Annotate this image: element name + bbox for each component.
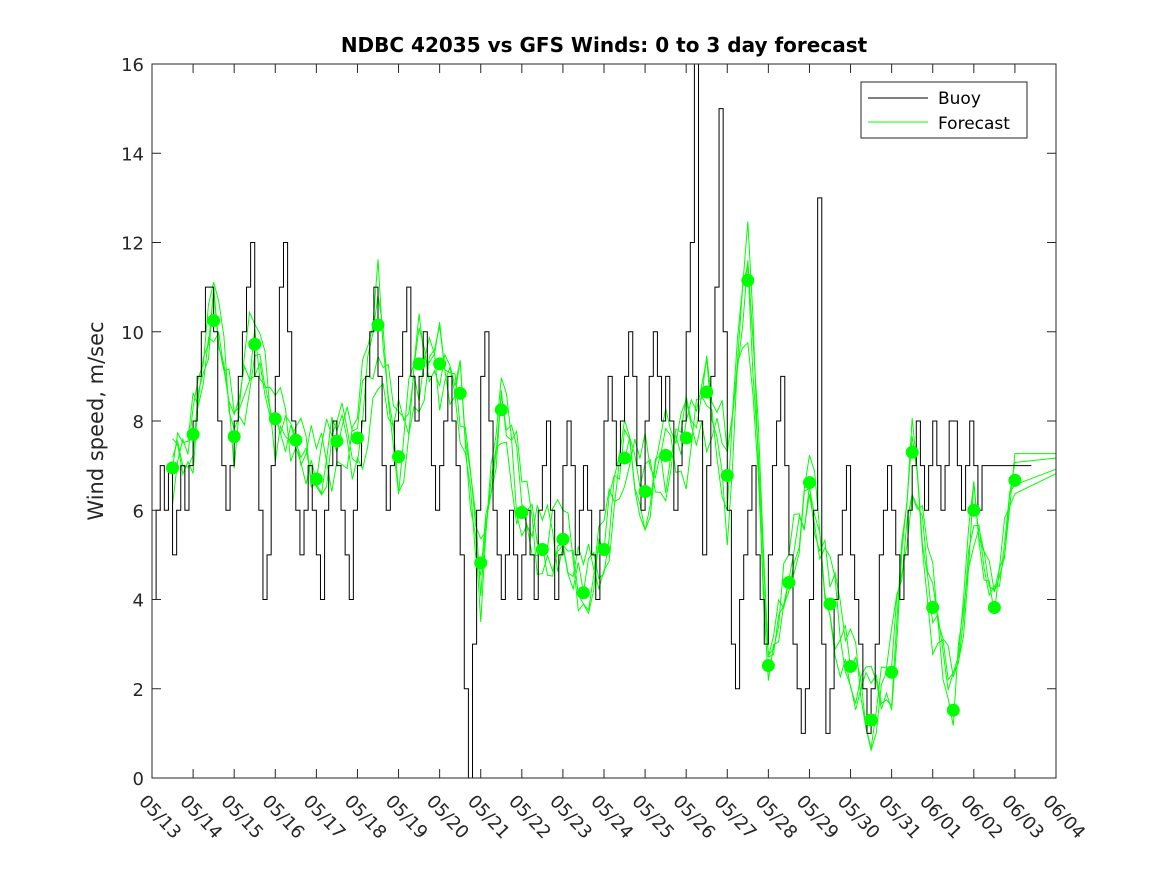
forecast-point xyxy=(987,601,1001,615)
forecast-point xyxy=(576,586,590,600)
forecast-point xyxy=(761,659,775,673)
forecast-point xyxy=(864,713,878,727)
forecast-point xyxy=(186,427,200,441)
forecast-point xyxy=(741,273,755,287)
forecast-point xyxy=(844,659,858,673)
legend-box xyxy=(860,81,1028,139)
legend: Buoy Forecast xyxy=(860,81,1028,139)
forecast-point xyxy=(556,532,570,546)
chart-title: NDBC 42035 vs GFS Winds: 0 to 3 day fore… xyxy=(341,33,868,57)
y-tick-label: 6 xyxy=(133,501,144,522)
y-ticks: 0 2 4 6 8 10 12 14 16 xyxy=(121,55,1056,790)
forecast-point xyxy=(350,431,364,445)
forecast-point xyxy=(967,503,981,517)
forecast-point xyxy=(309,472,323,486)
forecast-point xyxy=(227,430,241,444)
forecast-point xyxy=(166,461,180,475)
marker-layer xyxy=(166,273,1022,727)
y-tick-label: 0 xyxy=(133,769,144,790)
forecast-point xyxy=(535,543,549,557)
y-tick-label: 14 xyxy=(121,144,144,165)
forecast-point xyxy=(885,665,899,679)
forecast-point xyxy=(802,476,816,490)
legend-label-buoy: Buoy xyxy=(938,89,981,109)
y-tick-label: 4 xyxy=(133,591,144,612)
forecast-point xyxy=(268,412,282,426)
forecast-point xyxy=(823,597,837,611)
forecast-point xyxy=(515,505,529,519)
forecast-point xyxy=(618,451,632,465)
forecast-point xyxy=(453,386,467,400)
forecast-point xyxy=(207,314,221,328)
forecast-point xyxy=(371,318,385,332)
buoy-line xyxy=(152,63,1032,779)
forecast-point xyxy=(412,357,426,371)
forecast-point xyxy=(946,703,960,717)
forecast-point xyxy=(597,543,611,557)
y-axis-label: Wind speed, m/sec xyxy=(84,321,108,520)
forecast-point xyxy=(679,431,693,445)
forecast-point xyxy=(782,576,796,590)
y-tick-label: 16 xyxy=(121,55,144,76)
forecast-point xyxy=(494,403,508,417)
y-tick-label: 8 xyxy=(133,412,144,433)
forecast-point xyxy=(330,434,344,448)
legend-label-forecast: Forecast xyxy=(938,114,1010,134)
forecast-point xyxy=(659,448,673,462)
forecast-point xyxy=(638,485,652,499)
forecast-point xyxy=(720,468,734,482)
y-tick-label: 10 xyxy=(121,323,144,344)
forecast-point xyxy=(905,445,919,459)
forecast-point xyxy=(248,337,262,351)
forecast-point xyxy=(474,556,488,570)
forecast-point xyxy=(926,601,940,615)
y-tick-label: 2 xyxy=(133,680,144,701)
forecast-point xyxy=(289,433,303,447)
forecast-ensemble-line xyxy=(172,264,1057,753)
forecast-point xyxy=(700,385,714,399)
forecast-point xyxy=(1008,473,1022,487)
forecast-point xyxy=(392,450,406,464)
forecast-point xyxy=(433,357,447,371)
y-tick-label: 12 xyxy=(121,234,144,255)
